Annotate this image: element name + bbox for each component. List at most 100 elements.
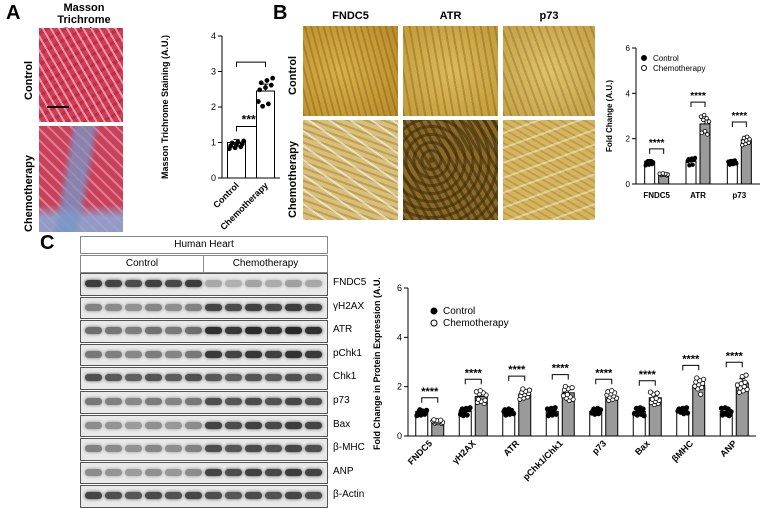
y-tick-label: 4 [626, 89, 631, 98]
ihc-atr-chemo-image [403, 120, 498, 220]
blot-band [245, 303, 262, 311]
blot-band [125, 492, 142, 500]
data-point [255, 99, 261, 104]
blot-band [85, 492, 102, 500]
bar-value [256, 90, 275, 179]
data-point [264, 78, 270, 83]
blot-band [285, 280, 302, 287]
blot-band [205, 280, 222, 287]
blot-band [85, 445, 102, 453]
blot-band [205, 374, 222, 382]
ihc-fndc5-control-image [303, 26, 398, 116]
blot-band [305, 398, 322, 405]
data-point [742, 379, 748, 385]
blot-band [125, 468, 142, 476]
blot-band [105, 374, 122, 382]
blot-band [105, 492, 122, 500]
legend-marker [641, 65, 647, 71]
blot-strip [80, 461, 328, 485]
blot-band [185, 421, 202, 429]
significance-bracket [236, 61, 266, 68]
blot-band [265, 445, 282, 453]
significance-bracket [725, 361, 743, 368]
data-point [639, 409, 645, 415]
data-point [637, 405, 643, 411]
data-point [526, 387, 533, 393]
ihc-atr-control-image [403, 26, 498, 116]
blot-band [105, 421, 122, 429]
blot-band [285, 327, 302, 335]
blot-band [225, 398, 242, 405]
blot-band [225, 468, 242, 476]
data-point [564, 391, 570, 398]
chart-b: 0 2 4 6 Fold Change (A.U.) **** FNDC5 **** ATR **… [605, 44, 760, 200]
blot-band [285, 421, 302, 429]
blot-label: β-Actin [333, 489, 365, 501]
data-point [258, 80, 264, 86]
data-point [706, 119, 712, 124]
blot-band [105, 445, 122, 453]
blot-band [145, 280, 162, 287]
legend-entry: Control [653, 54, 679, 63]
blot-band [185, 327, 202, 335]
blot-band [165, 374, 182, 382]
data-point [744, 134, 750, 140]
blot-band [265, 421, 282, 429]
blot-band [285, 468, 302, 476]
blot-band [105, 327, 122, 335]
ihc-fndc5-chemo-image [303, 120, 398, 220]
blot-strip [80, 391, 328, 414]
panel-b-row-label-chemotherapy: Chemotherapy [287, 140, 299, 218]
category-label: βMHC [670, 438, 696, 464]
blot-band [305, 350, 322, 358]
significance-label: **** [649, 138, 665, 149]
data-point [660, 171, 666, 176]
blot-band [265, 374, 282, 382]
blot-band [305, 327, 322, 335]
panel-b-letter: B [273, 2, 288, 24]
y-tick-label: 2 [397, 382, 402, 392]
data-point [702, 129, 708, 134]
blot-band [285, 303, 302, 311]
blot-band [285, 445, 302, 453]
y-tick-label: 2 [211, 102, 216, 112]
blot-strip [80, 414, 328, 438]
significance-label: **** [242, 113, 261, 127]
legend-marker [430, 319, 438, 327]
blot-band [205, 398, 222, 405]
data-point [694, 375, 700, 381]
blot-band [185, 350, 202, 358]
blot-band [165, 492, 182, 500]
blot-band [165, 468, 182, 476]
blot-band [85, 327, 102, 335]
legend-marker [430, 307, 438, 315]
significance-label: **** [726, 350, 744, 362]
significance-bracket [682, 364, 700, 371]
legend-entry: Chemotherapy [443, 318, 509, 329]
blot-strip [80, 367, 328, 390]
blot-band [125, 327, 142, 335]
category-label: p73 [732, 191, 746, 200]
panel-b-col-fndc5: FNDC5 [332, 10, 369, 22]
blot-band [185, 468, 202, 476]
masson-control-image [39, 28, 123, 122]
blot-band [165, 280, 182, 287]
y-tick-label: 0 [211, 173, 216, 183]
blot-band [145, 421, 162, 429]
human-heart-header: Human Heart [80, 236, 328, 254]
blot-band [85, 374, 102, 382]
data-point [569, 385, 575, 391]
blot-label: ANP [333, 465, 354, 477]
blot-band [305, 421, 322, 429]
blot-band [145, 303, 162, 311]
blot-strip [80, 296, 328, 320]
data-point [683, 405, 690, 411]
blot-band [85, 350, 102, 358]
legend-entry: Control [443, 306, 475, 317]
data-point [263, 85, 268, 90]
data-point [701, 112, 707, 118]
data-point [595, 405, 601, 411]
y-tick-label: 0 [397, 431, 402, 441]
blot-band [245, 374, 262, 382]
category-label: ATR [501, 438, 521, 458]
